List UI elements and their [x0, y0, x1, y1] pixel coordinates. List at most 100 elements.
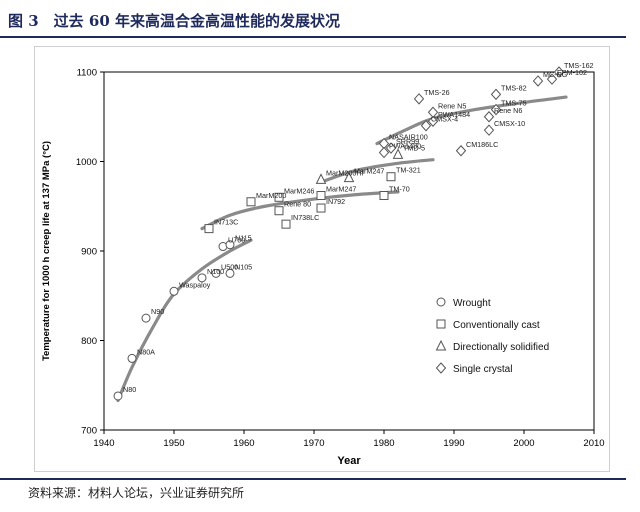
point-label: N90: [151, 307, 164, 316]
point-label: IN713C: [214, 218, 238, 227]
square-marker: [379, 191, 389, 201]
diamond-marker: [378, 146, 390, 159]
y-tick-label: 900: [81, 247, 97, 258]
x-tick-label: 1940: [93, 438, 114, 449]
top-rule: [0, 36, 626, 38]
y-tick-label: 700: [81, 426, 97, 437]
point-label: MarM246: [284, 186, 314, 195]
triangle-marker: [315, 173, 327, 184]
diamond-marker: [427, 115, 439, 127]
diamond-marker: [546, 73, 558, 85]
data-marks: [113, 66, 565, 401]
square-marker: [316, 191, 326, 201]
point-label: U700: [228, 236, 245, 245]
x-tick-label: 1980: [373, 438, 394, 449]
diamond-marker: [413, 93, 425, 105]
circle-marker: [225, 268, 235, 278]
legend-label: Directionally solidified: [453, 342, 549, 353]
square-marker: [246, 197, 256, 207]
legend-label: Wrought: [453, 298, 491, 309]
circle-marker: [113, 391, 123, 401]
point-label: N80: [123, 385, 136, 394]
point-label: MarM200: [256, 191, 286, 200]
point-label: TMS-162: [564, 61, 594, 70]
diamond-marker: [490, 88, 502, 101]
trend-curve: [200, 190, 400, 231]
point-label: PWA1480: [389, 142, 421, 151]
axis-ticks: 1940 1950 1960 1970 1980 1990 2000 2010 700 800 90…: [76, 68, 605, 450]
circle-marker: [197, 273, 207, 283]
diamond-marker: [385, 142, 397, 154]
figure-title: 图 3 过去 60 年来高温合金高温性能的发展状况: [8, 12, 340, 30]
x-tick-label: 2010: [583, 438, 604, 449]
point-label: TMD-5: [403, 143, 425, 152]
y-axis-label: Temperature for 1000 h creep life at 137…: [41, 141, 52, 361]
trend-curve: [375, 95, 568, 146]
point-label: TM-321: [396, 166, 421, 175]
diamond-marker: [483, 124, 495, 136]
point-label: CM186LC: [466, 140, 498, 149]
point-label: Rene N6: [494, 106, 522, 115]
legend-circle-marker: [436, 297, 446, 307]
point-label: MarM247: [326, 185, 356, 194]
triangle-marker: [392, 148, 404, 159]
point-label: Waspaloy: [179, 280, 211, 289]
diamond-marker: [532, 75, 544, 87]
legend-label: Single crystal: [453, 364, 512, 375]
figure-source: 资料来源：材料人论坛，兴业证券研究所: [28, 486, 245, 500]
x-tick-label: 1950: [163, 438, 184, 449]
point-label: TMS-26: [424, 88, 450, 97]
point-label: N80A: [137, 347, 155, 356]
point-label: TMS-75: [501, 99, 527, 108]
plot-area: [103, 71, 595, 431]
point-label: MarM200Hf: [326, 168, 364, 177]
circle-marker: [225, 240, 235, 250]
point-label: MC-NG: [543, 70, 568, 79]
point-label: MarM247: [354, 167, 384, 176]
point-label: TM-70: [389, 185, 410, 194]
square-marker: [274, 206, 284, 216]
point-label: N115: [235, 234, 252, 243]
point-label: U500: [221, 262, 238, 271]
point-label: N105: [235, 262, 252, 271]
square-marker: [386, 172, 396, 182]
y-tick-label: 1100: [77, 68, 97, 79]
point-label: PWA1484: [438, 110, 470, 119]
x-tick-label: 1970: [303, 438, 324, 449]
bottom-rule: [0, 478, 626, 480]
creep-chart: 1940 1950 1960 1970 1980 1990 2000 2010 700 800 90…: [41, 61, 605, 467]
figure-header: 图 3 过去 60 年来高温合金高温性能的发展状况: [4, 10, 626, 34]
x-tick-label: 2000: [513, 438, 534, 449]
point-label: CMSX-4: [431, 115, 458, 124]
legend-square-marker: [436, 319, 446, 329]
point-label: Rene N5: [438, 101, 466, 110]
x-axis-label: Year: [337, 455, 361, 467]
legend-diamond-marker: [435, 362, 447, 374]
y-tick-label: 1000: [76, 157, 97, 168]
diamond-marker: [427, 106, 439, 119]
point-label: Rene 80: [284, 200, 311, 209]
point-label: EPM-102: [557, 68, 587, 77]
x-tick-label: 1990: [443, 438, 464, 449]
x-tick-label: 1960: [233, 438, 254, 449]
trend-curve: [319, 158, 435, 184]
y-tick-label: 800: [81, 336, 97, 347]
circle-marker: [169, 286, 179, 296]
circle-marker: [141, 313, 151, 323]
square-marker: [204, 224, 214, 234]
diamond-marker: [490, 103, 502, 116]
square-marker: [316, 203, 326, 213]
legend-label: Conventionally cast: [453, 320, 540, 331]
square-marker: [281, 219, 291, 229]
point-label: N100: [207, 267, 224, 276]
legend: Wrought Conventionally cast Directionally …: [435, 297, 549, 375]
point-label: TMS-82: [501, 83, 527, 92]
point-label: IN792: [326, 197, 345, 206]
point-label: NASAIR100: [389, 133, 428, 142]
legend-triangle-marker: [435, 339, 447, 351]
circle-marker: [211, 268, 221, 278]
circle-marker: [127, 353, 137, 363]
square-marker: [274, 192, 284, 202]
triangle-marker: [343, 171, 355, 183]
